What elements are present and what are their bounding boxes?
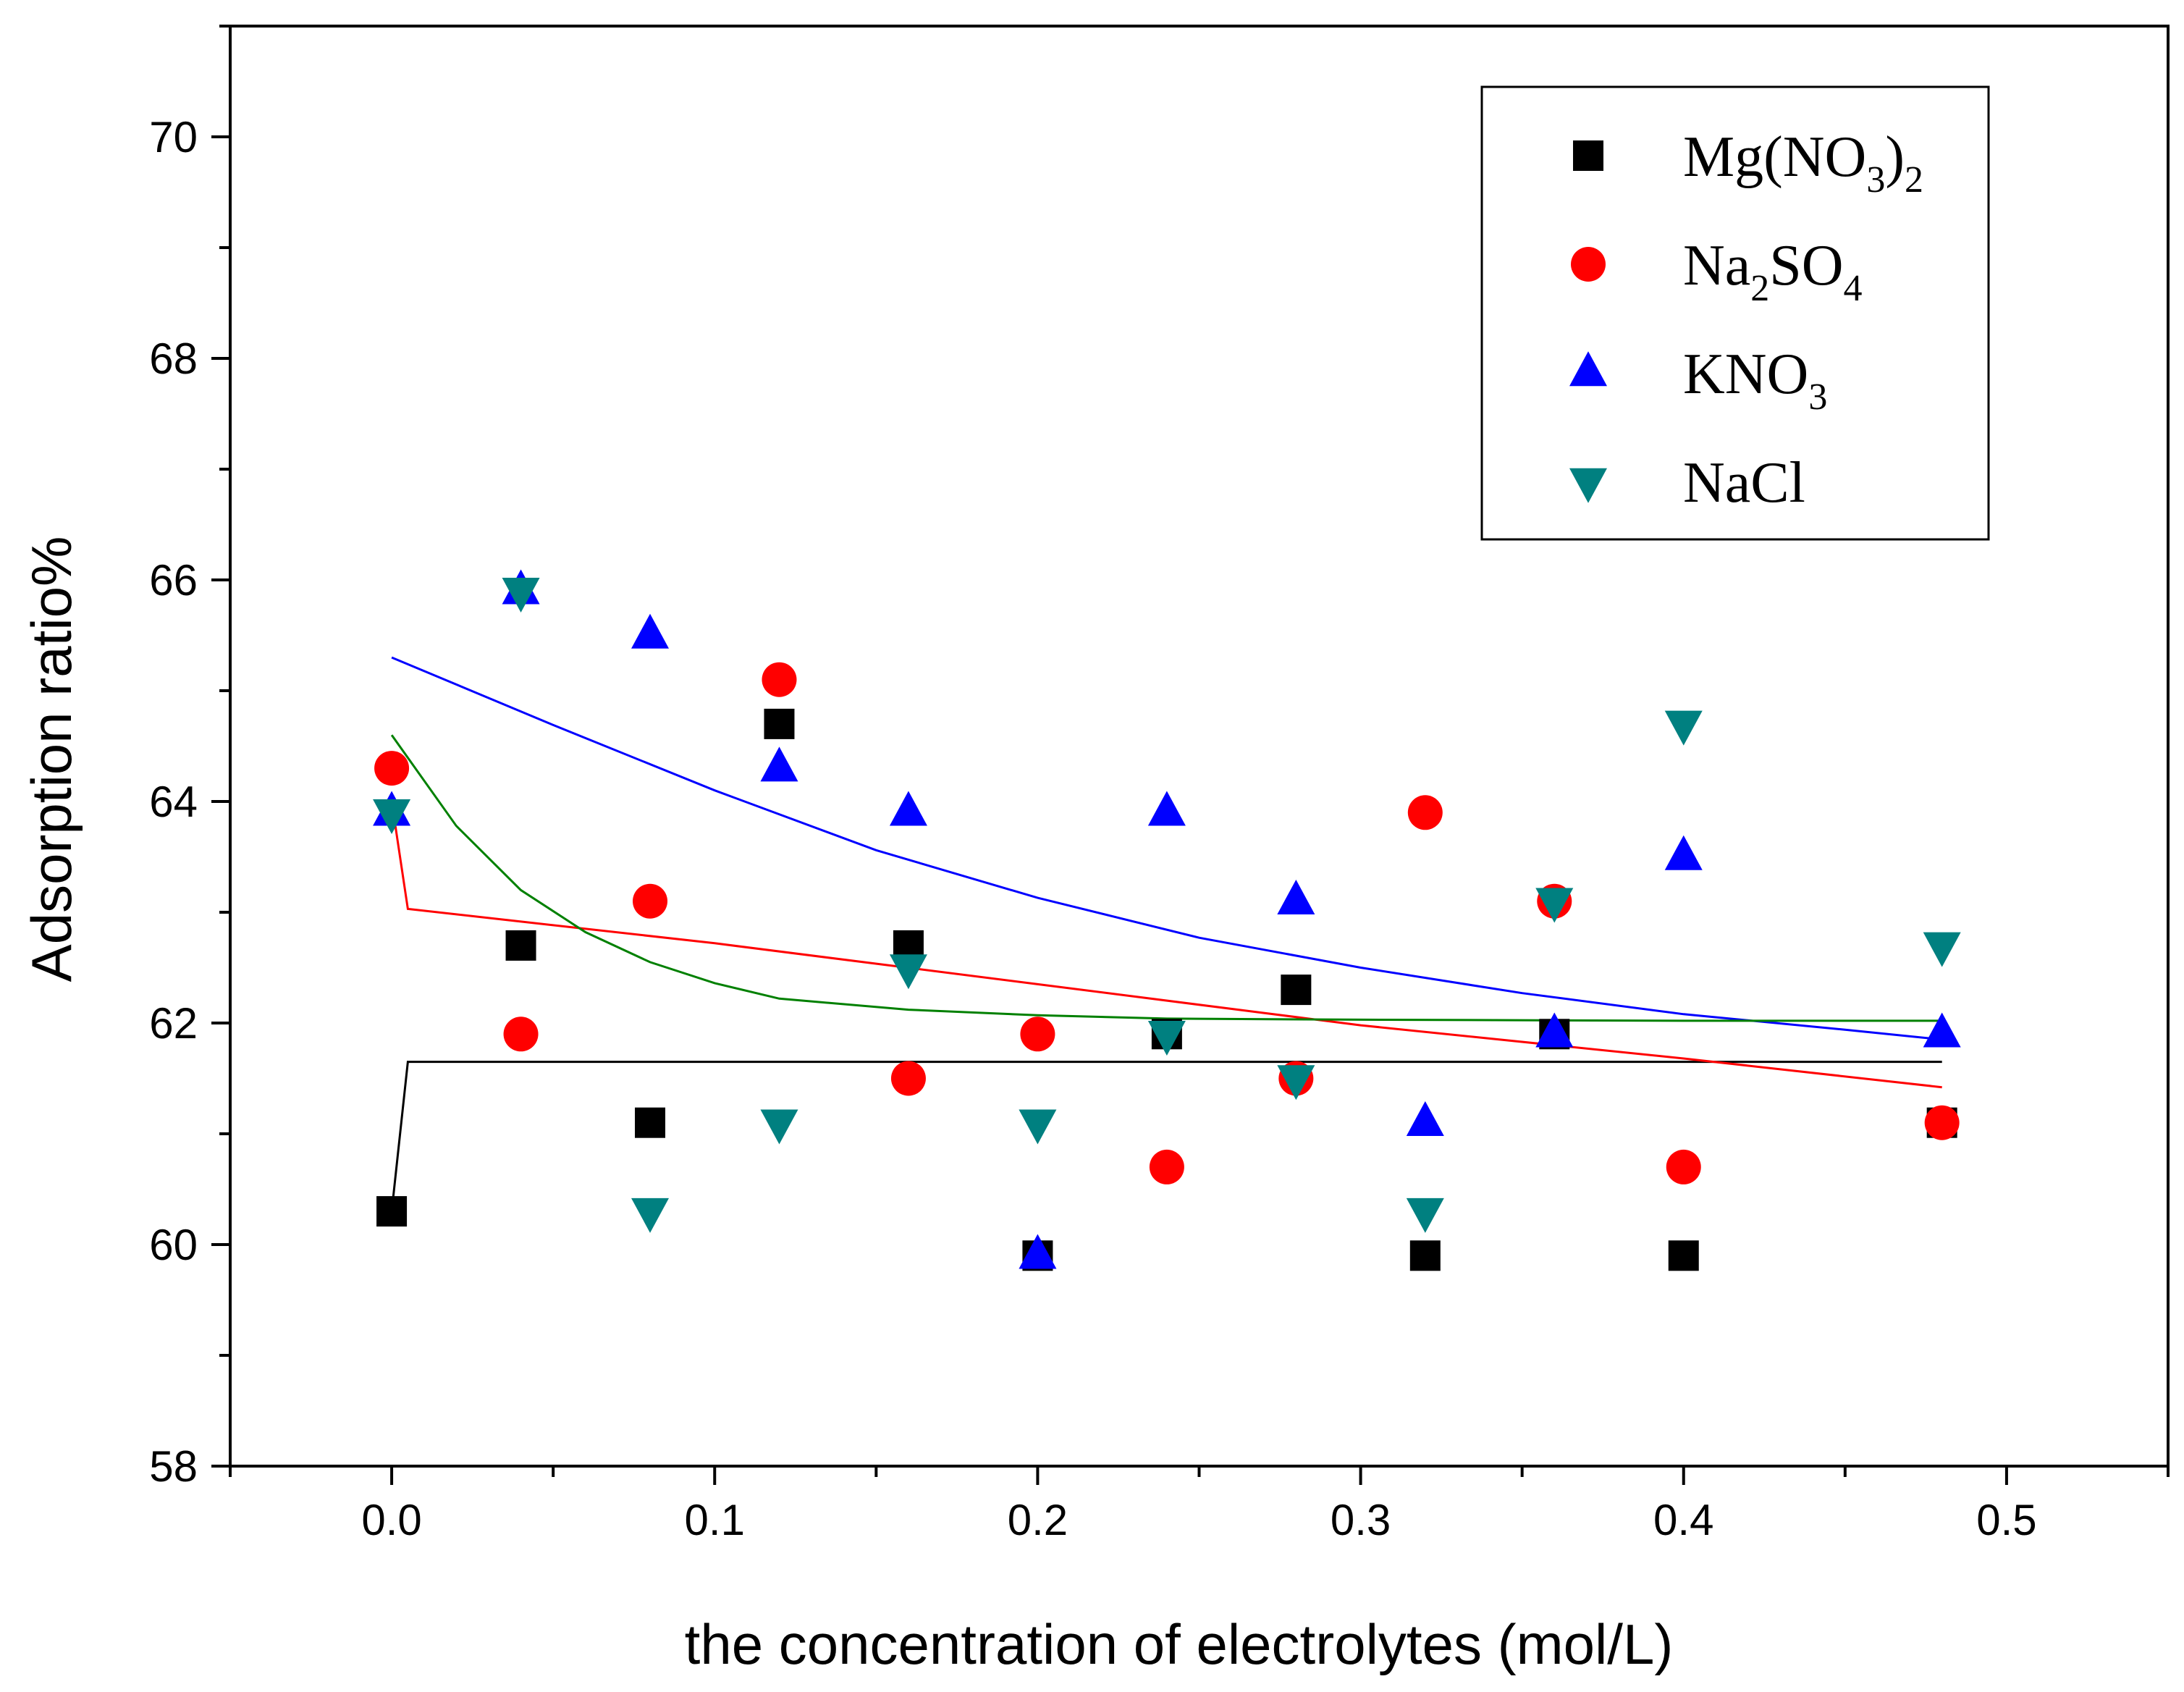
nacl-data-point (1535, 888, 1574, 923)
kno3-data-point (1923, 1012, 1961, 1048)
y-tick-label: 66 (149, 556, 198, 605)
x-tick-label: 0.0 (361, 1496, 421, 1544)
nacl-data-point (1664, 710, 1703, 746)
na2so4-fit-line (390, 801, 1942, 1089)
axes: 0.0 0.1 0.2 0.3 0.4 0.5 58 60 62 64 66 68 70 (149, 25, 2170, 1544)
kno3-data-point (760, 746, 798, 782)
kno3-data-point (1535, 1012, 1574, 1048)
x-tick-label: 0.5 (1976, 1496, 2036, 1544)
kno3-fit-line (391, 656, 1942, 1041)
legend-key-na2so4 (1571, 247, 1606, 282)
x-axis-title: the concentration of electrolytes (mol/L… (685, 1612, 1674, 1676)
na2so4-data-point (1666, 1149, 1701, 1184)
fit-lines (390, 656, 1942, 1212)
legend-label-nacl: NaCl (1683, 451, 1805, 515)
legend-box (1480, 85, 1990, 541)
legend-key-nacl (1569, 468, 1607, 503)
na2so4-data-point (503, 1017, 539, 1052)
na2so4-data-point (1020, 1017, 1055, 1052)
legend-key-mg (1573, 140, 1603, 171)
y-tick-label: 58 (149, 1442, 198, 1491)
na2so4-data-point (1407, 795, 1443, 830)
legend-label-mg: Mg(NO3)2 (1683, 125, 1923, 201)
nacl-data-point (502, 578, 540, 613)
na2so4-data-point (374, 751, 410, 786)
kno3-data-point (631, 613, 670, 649)
nacl-data-point (1277, 1065, 1315, 1100)
mg-data-point (1281, 975, 1312, 1006)
nacl-data-point (1923, 932, 1961, 967)
mg-data-point (635, 1107, 666, 1138)
kno3-data-point (1277, 879, 1315, 914)
legend: Mg(NO3)2 Na2SO4 KNO3 NaCl (1480, 85, 1990, 541)
mg-data-point (1668, 1240, 1699, 1271)
na2so4-data-point (762, 662, 797, 697)
x-tick-label: 0.1 (685, 1496, 745, 1544)
mg-data-point (505, 930, 536, 961)
kno3-data-point (1664, 835, 1703, 870)
na2so4-data-point (1924, 1105, 1960, 1140)
mg-data-point (764, 708, 795, 739)
legend-key-kno3 (1569, 351, 1607, 387)
y-axis-title: Adsorption ratio% (20, 536, 83, 982)
mg-data-point (1409, 1240, 1441, 1271)
x-tick-label: 0.3 (1331, 1496, 1391, 1544)
kno3-data-point (1019, 1234, 1057, 1269)
nacl-data-point (373, 799, 411, 835)
nacl-data-point (631, 1198, 670, 1233)
kno3-data-point (889, 791, 927, 826)
nacl-data-point (889, 954, 927, 990)
mg-fit-line (390, 1061, 1942, 1212)
y-tick-label: 64 (149, 778, 198, 826)
nacl-data-point (1019, 1109, 1057, 1145)
mg-data-point (376, 1196, 408, 1227)
x-tick-label: 0.4 (1653, 1496, 1713, 1544)
y-tick-label: 68 (149, 334, 198, 383)
nacl-data-point (1147, 1021, 1186, 1056)
legend-label-na2so4: Na2SO4 (1683, 234, 1863, 309)
na2so4-data-point (890, 1061, 926, 1096)
na2so4-data-point (1149, 1149, 1184, 1184)
y-tick-label: 60 (149, 1221, 198, 1269)
y-tick-label: 70 (149, 113, 198, 161)
legend-label-kno3: KNO3 (1683, 342, 1827, 418)
kno3-data-point (1147, 791, 1186, 826)
x-tick-label: 0.2 (1008, 1496, 1068, 1544)
na2so4-data-point (633, 883, 668, 919)
nacl-data-point (1406, 1198, 1444, 1233)
nacl-data-point (760, 1109, 798, 1145)
kno3-data-point (1406, 1100, 1444, 1136)
data-markers (373, 569, 1961, 1271)
nacl-fit-line (390, 734, 1942, 1022)
y-tick-label: 62 (149, 999, 198, 1048)
